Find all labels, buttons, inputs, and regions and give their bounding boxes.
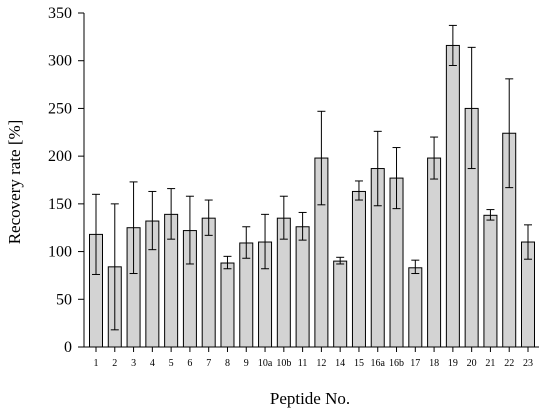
bar xyxy=(445,44,460,348)
x-tick-label: 22 xyxy=(504,358,514,369)
x-tick-label: 18 xyxy=(429,358,439,369)
x-tick-label: 5 xyxy=(169,358,174,369)
y-tick-label: 350 xyxy=(48,5,72,22)
y-tick-label: 150 xyxy=(48,196,72,213)
bar xyxy=(483,214,498,348)
bar xyxy=(427,157,442,348)
x-tick-label: 9 xyxy=(244,358,249,369)
bar xyxy=(201,217,216,348)
bar xyxy=(333,260,348,348)
x-tick-label: 4 xyxy=(150,358,155,369)
bar xyxy=(408,267,423,348)
bar xyxy=(295,226,310,348)
y-tick-label: 100 xyxy=(48,244,72,261)
x-tick-label: 1 xyxy=(94,358,99,369)
x-tick-label: 10a xyxy=(258,358,273,369)
x-tick-label: 12 xyxy=(316,358,326,369)
x-tick-label: 7 xyxy=(206,358,211,369)
y-tick-label: 50 xyxy=(56,291,72,308)
y-tick-label: 250 xyxy=(48,100,72,117)
x-tick-label: 17 xyxy=(410,358,420,369)
x-tick-label: 11 xyxy=(298,358,308,369)
x-tick-label: 14 xyxy=(335,358,345,369)
x-tick-label: 8 xyxy=(225,358,230,369)
x-tick-label: 15 xyxy=(354,358,364,369)
x-tick-label: 3 xyxy=(131,358,136,369)
x-tick-label: 16a xyxy=(371,358,386,369)
y-tick-label: 200 xyxy=(48,148,72,165)
x-tick-label: 6 xyxy=(187,358,192,369)
x-tick-label: 2 xyxy=(112,358,117,369)
x-axis-title: Peptide No. xyxy=(270,389,350,408)
bar xyxy=(351,190,366,348)
x-tick-label: 10b xyxy=(276,358,291,369)
x-tick-label: 23 xyxy=(523,358,533,369)
y-tick-label: 0 xyxy=(64,339,72,356)
x-tick-label: 16b xyxy=(389,358,404,369)
y-tick-label: 300 xyxy=(48,53,72,70)
bar xyxy=(220,262,235,348)
y-axis-title: Recovery rate [%] xyxy=(5,120,24,245)
x-tick-label: 21 xyxy=(485,358,495,369)
x-tick-label: 20 xyxy=(467,358,477,369)
x-tick-label: 19 xyxy=(448,358,458,369)
